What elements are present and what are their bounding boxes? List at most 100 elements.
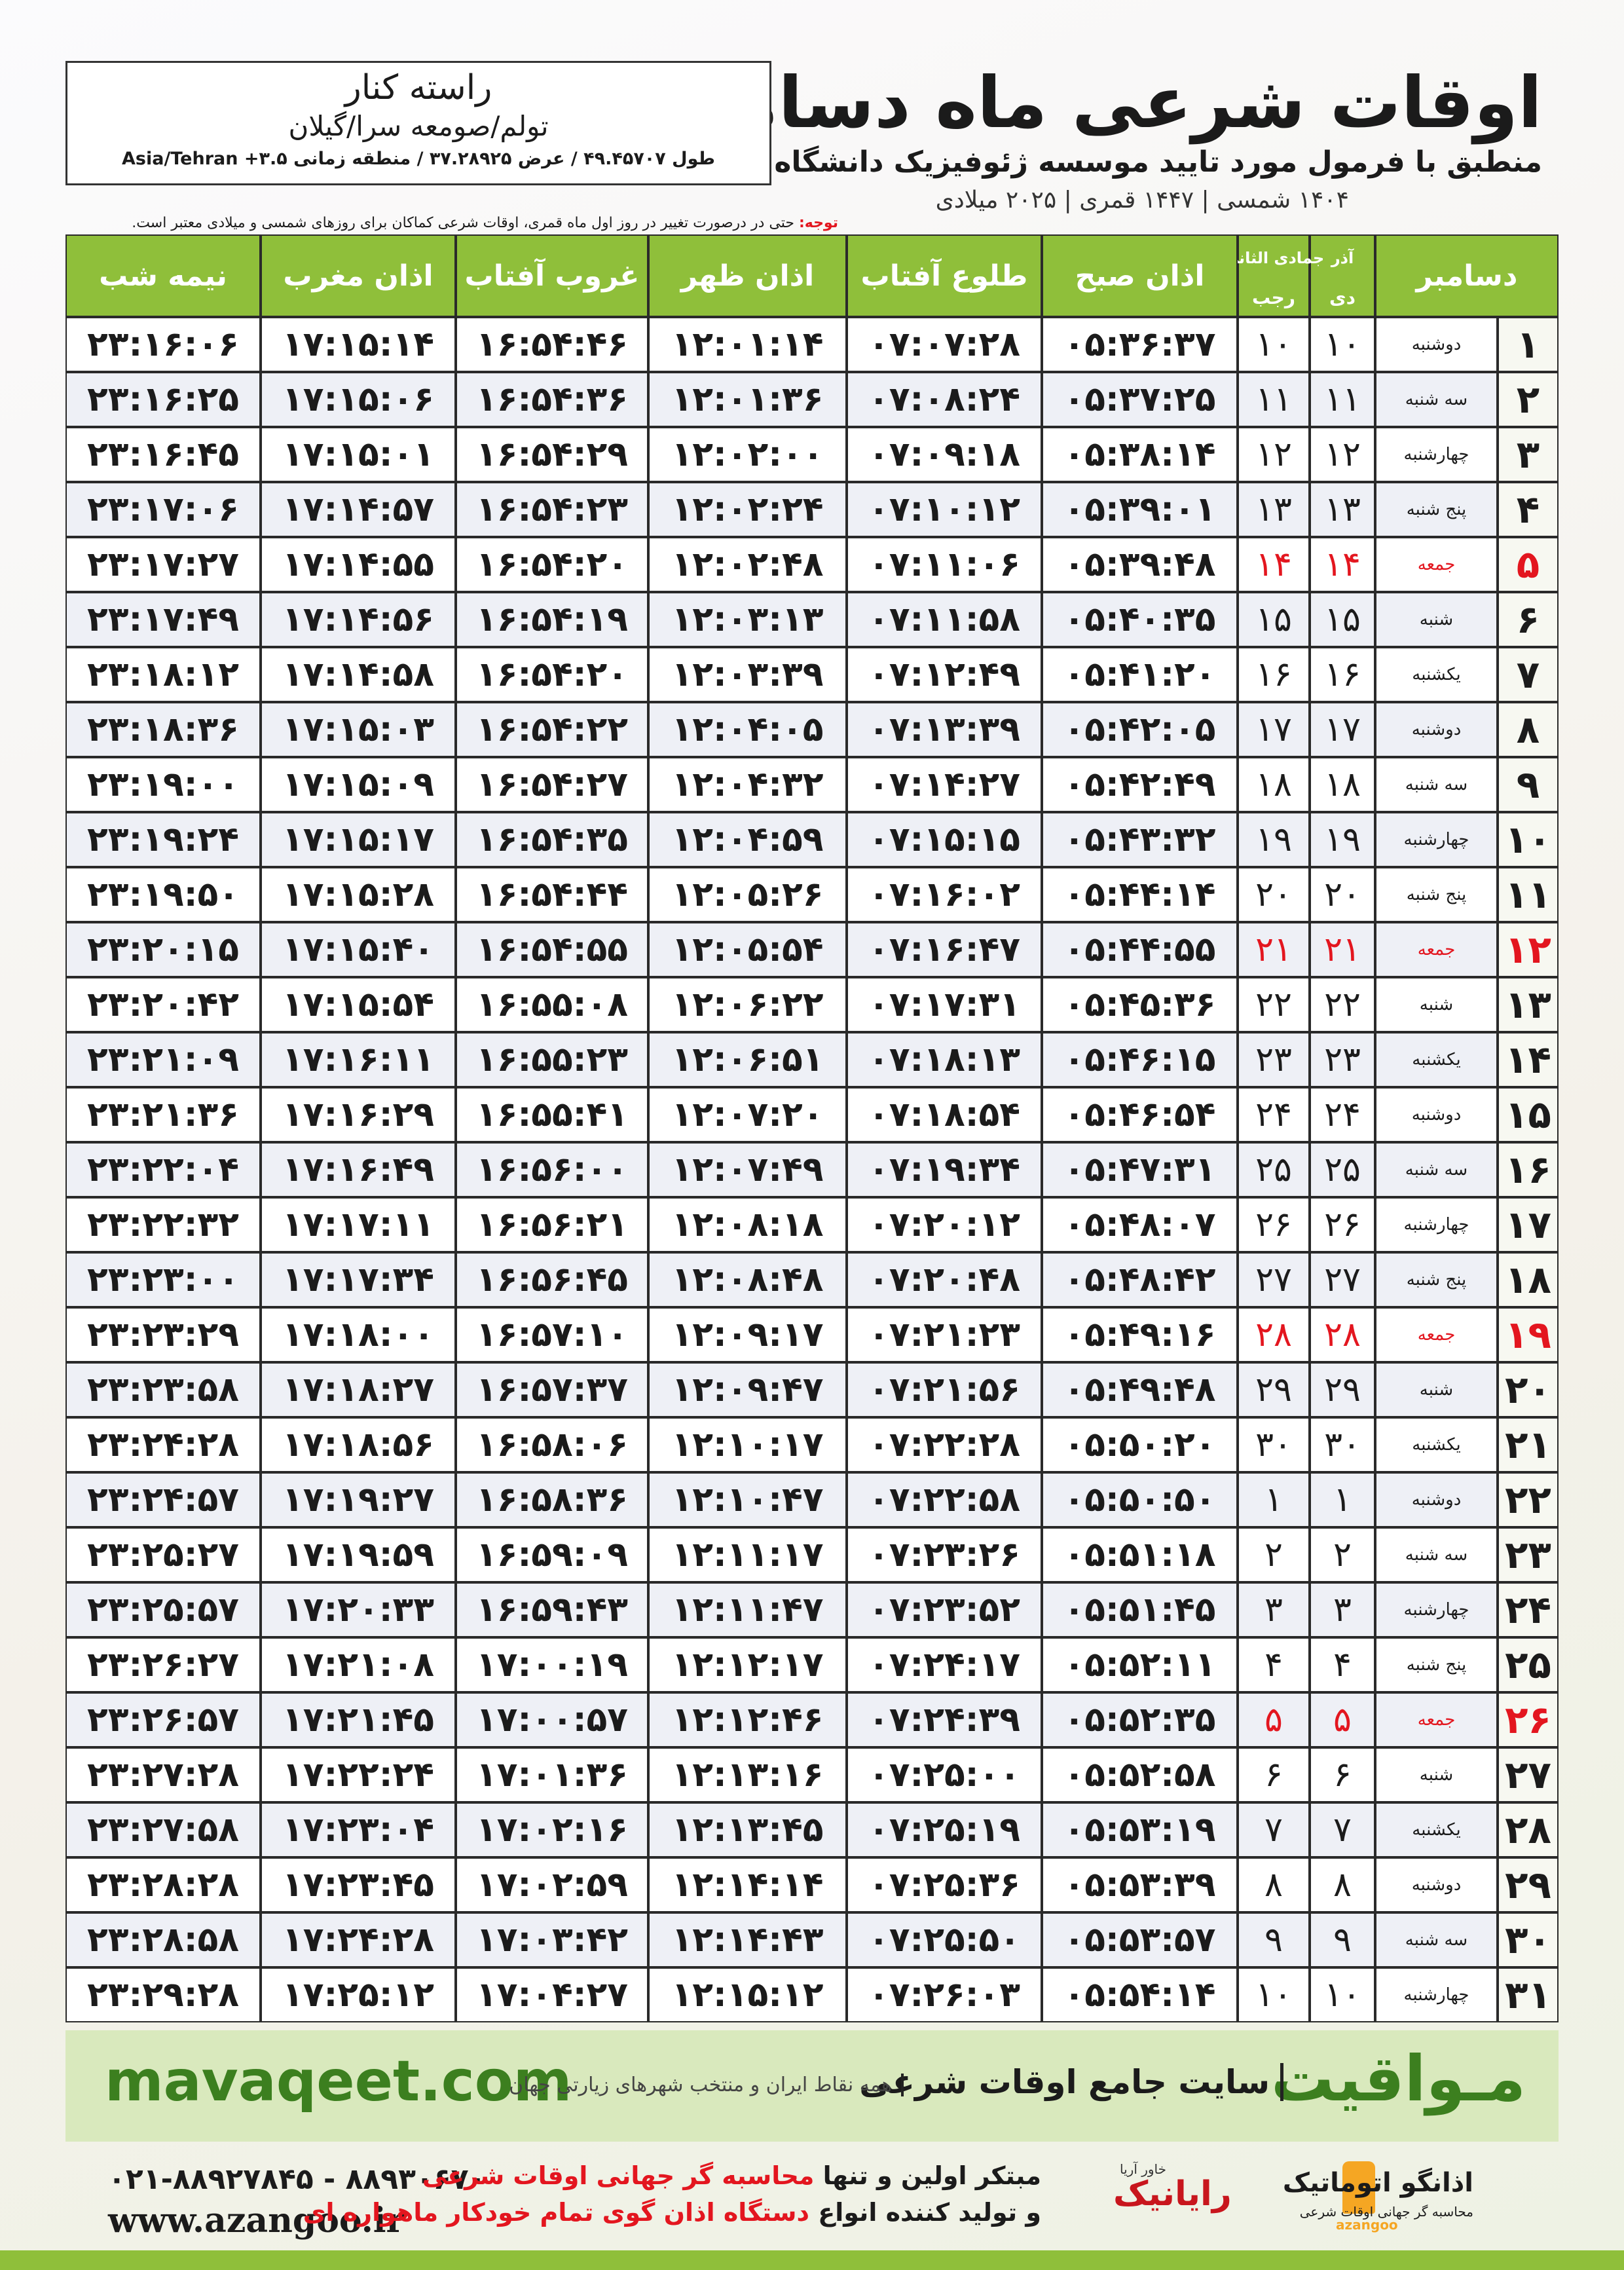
day-number: ۲ (1498, 372, 1559, 427)
fajr-time: ۰۵:۵۳:۳۹ (1042, 1857, 1238, 1912)
lunar-day: ۱۰ (1238, 317, 1310, 372)
lunar-day: ۱۹ (1238, 812, 1310, 867)
persian-day: ۱۷ (1310, 702, 1375, 757)
day-number: ۳ (1498, 427, 1559, 482)
sunrise-time: ۰۷:۱۹:۳۴ (847, 1142, 1042, 1197)
day-number: ۱۸ (1498, 1252, 1559, 1307)
persian-day: ۲۸ (1310, 1307, 1375, 1362)
lunar-day: ۹ (1238, 1912, 1310, 1967)
midnight-time: ۲۳:۱۷:۰۶ (65, 482, 261, 537)
midnight-time: ۲۳:۲۸:۵۸ (65, 1912, 261, 1967)
dhuhr-time: ۱۲:۱۵:۱۲ (648, 1967, 847, 2022)
fajr-time: ۰۵:۴۹:۱۶ (1042, 1307, 1238, 1362)
midnight-time: ۲۳:۲۳:۲۹ (65, 1307, 261, 1362)
lunar-day: ۲۰ (1238, 867, 1310, 922)
lunar-day: ۲ (1238, 1527, 1310, 1582)
midnight-time: ۲۳:۱۷:۴۹ (65, 592, 261, 647)
sunrise-time: ۰۷:۱۶:۴۷ (847, 922, 1042, 977)
location-coords: طول ۴۹.۴۵۷۰۷ / عرض ۳۷.۲۸۹۲۵ / منطقه زمان… (122, 149, 715, 169)
sunrise-time: ۰۷:۱۶:۰۲ (847, 867, 1042, 922)
dhuhr-time: ۱۲:۰۲:۲۴ (648, 482, 847, 537)
lunar-day: ۸ (1238, 1857, 1310, 1912)
maghrib-time: ۱۷:۱۴:۵۸ (261, 647, 456, 702)
persian-day: ۹ (1310, 1912, 1375, 1967)
lunar-day: ۷ (1238, 1802, 1310, 1857)
lunar-day: ۵ (1238, 1692, 1310, 1747)
persian-day: ۱۸ (1310, 757, 1375, 812)
fajr-time: ۰۵:۴۹:۴۸ (1042, 1362, 1238, 1417)
midnight-time: ۲۳:۲۶:۲۷ (65, 1637, 261, 1692)
persian-day: ۷ (1310, 1802, 1375, 1857)
dhuhr-time: ۱۲:۰۳:۳۹ (648, 647, 847, 702)
persian-day: ۱۲ (1310, 427, 1375, 482)
header-midnight: نیمه شب (65, 234, 261, 317)
weekday: جمعه (1375, 537, 1498, 592)
sunset-time: ۱۶:۵۶:۲۱ (456, 1197, 648, 1252)
midnight-time: ۲۳:۲۰:۴۲ (65, 977, 261, 1032)
sunset-time: ۱۶:۵۴:۲۳ (456, 482, 648, 537)
day-number: ۲۰ (1498, 1362, 1559, 1417)
fajr-time: ۰۵:۳۹:۴۸ (1042, 537, 1238, 592)
maghrib-time: ۱۷:۱۸:۵۶ (261, 1417, 456, 1472)
dhuhr-time: ۱۲:۱۱:۱۷ (648, 1527, 847, 1582)
midnight-time: ۲۳:۲۷:۵۸ (65, 1802, 261, 1857)
persian-day: ۱۳ (1310, 482, 1375, 537)
sunrise-time: ۰۷:۲۵:۱۹ (847, 1802, 1042, 1857)
lunar-day: ۲۴ (1238, 1087, 1310, 1142)
weekday: چهارشنبه (1375, 1582, 1498, 1637)
lunar-day: ۲۳ (1238, 1032, 1310, 1087)
midnight-time: ۲۳:۲۱:۳۶ (65, 1087, 261, 1142)
weekday: یکشنبه (1375, 1802, 1498, 1857)
maghrib-time: ۱۷:۱۷:۳۴ (261, 1252, 456, 1307)
sunrise-time: ۰۷:۲۶:۰۳ (847, 1967, 1042, 2022)
maghrib-time: ۱۷:۱۵:۰۹ (261, 757, 456, 812)
sunrise-time: ۰۷:۱۲:۴۹ (847, 647, 1042, 702)
dhuhr-time: ۱۲:۱۰:۴۷ (648, 1472, 847, 1527)
weekday: سه شنبه (1375, 1142, 1498, 1197)
fajr-time: ۰۵:۴۷:۳۱ (1042, 1142, 1238, 1197)
day-number: ۱۴ (1498, 1032, 1559, 1087)
midnight-time: ۲۳:۱۸:۳۶ (65, 702, 261, 757)
maghrib-time: ۱۷:۱۵:۲۸ (261, 867, 456, 922)
day-number: ۸ (1498, 702, 1559, 757)
lunar-day: ۲۷ (1238, 1252, 1310, 1307)
maghrib-time: ۱۷:۱۴:۵۷ (261, 482, 456, 537)
maghrib-time: ۱۷:۱۸:۲۷ (261, 1362, 456, 1417)
sunrise-time: ۰۷:۲۵:۳۶ (847, 1857, 1042, 1912)
weekday: شنبه (1375, 977, 1498, 1032)
maghrib-time: ۱۷:۱۸:۰۰ (261, 1307, 456, 1362)
persian-day: ۱۴ (1310, 537, 1375, 592)
persian-day: ۲۵ (1310, 1142, 1375, 1197)
dhuhr-time: ۱۲:۰۵:۲۶ (648, 867, 847, 922)
header-sunrise: طلوع آفتاب (847, 234, 1042, 317)
header-fajr: اذان صبح (1042, 234, 1238, 317)
midnight-time: ۲۳:۱۹:۵۰ (65, 867, 261, 922)
lunar-day: ۲۸ (1238, 1307, 1310, 1362)
sunset-time: ۱۶:۵۷:۱۰ (456, 1307, 648, 1362)
sunset-time: ۱۶:۵۶:۴۵ (456, 1252, 648, 1307)
site: mavaqeet.com (105, 2049, 572, 2114)
dhuhr-time: ۱۲:۰۵:۵۴ (648, 922, 847, 977)
maghrib-time: ۱۷:۲۰:۳۳ (261, 1582, 456, 1637)
dhuhr-time: ۱۲:۰۴:۵۹ (648, 812, 847, 867)
fajr-time: ۰۵:۴۳:۳۲ (1042, 812, 1238, 867)
note-text: حتی در درصورت تغییر در روز اول ماه قمری،… (132, 215, 794, 231)
dhuhr-time: ۱۲:۰۹:۴۷ (648, 1362, 847, 1417)
fajr-time: ۰۵:۴۰:۳۵ (1042, 592, 1238, 647)
maghrib-time: ۱۷:۲۳:۴۵ (261, 1857, 456, 1912)
fajr-time: ۰۵:۴۴:۵۵ (1042, 922, 1238, 977)
sunset-time: ۱۷:۰۴:۲۷ (456, 1967, 648, 2022)
weekday: چهارشنبه (1375, 1197, 1498, 1252)
fajr-time: ۰۵:۳۸:۱۴ (1042, 427, 1238, 482)
fajr-time: ۰۵:۳۶:۳۷ (1042, 317, 1238, 372)
persian-day: ۲۳ (1310, 1032, 1375, 1087)
midnight-time: ۲۳:۲۳:۰۰ (65, 1252, 261, 1307)
persian-day: ۱۱ (1310, 372, 1375, 427)
day-number: ۷ (1498, 647, 1559, 702)
location-area: تولم/صومعه سرا/گیلان (288, 110, 549, 142)
lunar-day: ۲۱ (1238, 922, 1310, 977)
midnight-time: ۲۳:۲۱:۰۹ (65, 1032, 261, 1087)
maghrib-time: ۱۷:۱۵:۴۰ (261, 922, 456, 977)
midnight-time: ۲۳:۲۵:۵۷ (65, 1582, 261, 1637)
